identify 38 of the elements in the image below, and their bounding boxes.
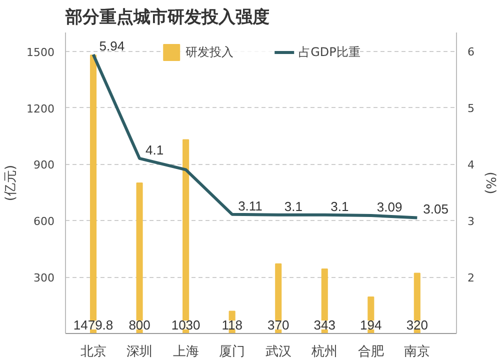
data-label: 320 xyxy=(406,318,428,332)
data-label: 3.05 xyxy=(423,202,448,217)
y-tick-label: 900 xyxy=(34,158,55,172)
y-tick-label: 300 xyxy=(34,272,55,285)
y-axis-title: (亿元) xyxy=(4,164,19,202)
y2-tick-label: 2 xyxy=(468,272,474,285)
x-tick-label: 深圳 xyxy=(126,344,153,360)
data-label: 118 xyxy=(222,318,242,332)
y-tick-label: 600 xyxy=(34,215,55,228)
x-tick-label: 南京 xyxy=(404,344,430,360)
data-label: 3.1 xyxy=(284,198,302,214)
data-label: 194 xyxy=(360,318,382,332)
data-label: 800 xyxy=(128,318,150,332)
data-label: 1030 xyxy=(171,318,200,332)
data-label: 3.1 xyxy=(330,198,349,214)
legend-label: 研发投入 xyxy=(186,44,234,60)
x-tick-label: 上海 xyxy=(172,344,199,360)
y-tick-label: 1500 xyxy=(26,46,55,59)
legend-label: 占GDP比重 xyxy=(298,44,360,60)
data-label: 3.11 xyxy=(238,198,262,214)
data-label: 5.94 xyxy=(99,38,125,54)
data-label: 343 xyxy=(314,318,336,332)
y2-tick-label: 6 xyxy=(468,46,474,59)
x-tick-label: 北京 xyxy=(80,344,106,360)
x-tick-label: 厦门 xyxy=(219,344,246,360)
x-tick-label: 武汉 xyxy=(265,344,292,360)
x-tick-label: 合肥 xyxy=(358,344,384,360)
data-label: 4.1 xyxy=(146,142,164,158)
y2-axis-title: (%) xyxy=(482,172,498,194)
x-tick-label: 杭州 xyxy=(310,344,338,360)
data-label: 3.09 xyxy=(376,199,402,214)
chart-title: 部分重点城市研发投入强度 xyxy=(64,8,270,28)
y2-tick-label: 3 xyxy=(468,215,474,228)
y2-tick-label: 4 xyxy=(468,158,474,172)
data-label: 1479.8 xyxy=(73,318,114,332)
data-label: 370 xyxy=(268,318,290,332)
y-tick-label: 1200 xyxy=(26,102,55,116)
y2-tick-label: 5 xyxy=(468,102,474,116)
